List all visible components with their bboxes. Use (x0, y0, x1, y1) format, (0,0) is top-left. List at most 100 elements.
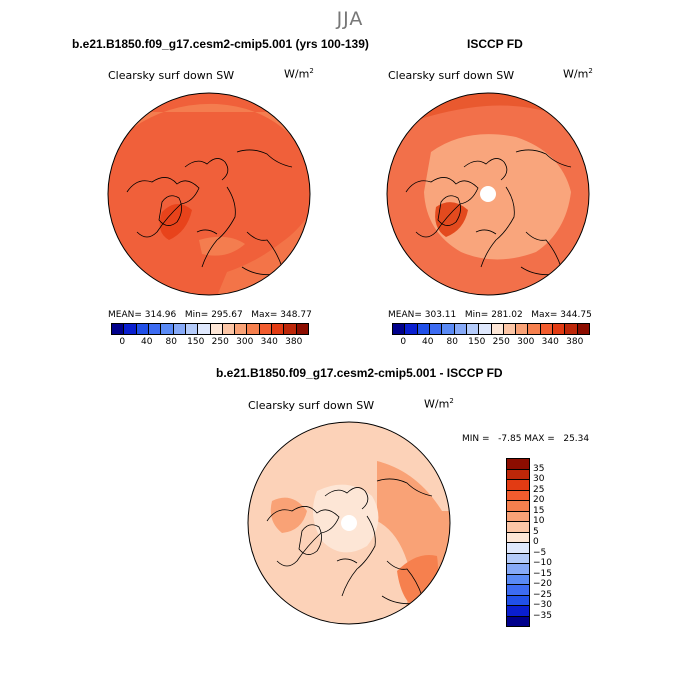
colorbar-tick-label: 5 (533, 526, 539, 537)
obs-field-dark (435, 202, 468, 237)
colorbar-tick-label: 380 (285, 337, 303, 347)
model-variable-label: Clearsky surf down SW (108, 69, 235, 82)
colorbar-swatch (210, 324, 223, 334)
colorbar-tick-label: −20 (533, 579, 552, 589)
colorbar-swatch (259, 324, 273, 334)
colorbar-swatch (466, 324, 480, 334)
colorbar-tick-label: 340 (260, 337, 278, 347)
colorbar-tick-label: 150 (468, 337, 486, 347)
diff-field-mid-west (270, 497, 307, 533)
model-case-title: b.e21.B1850.f09_g17.cesm2-cmip5.001 (yrs… (72, 37, 369, 51)
colorbar-tick-label: 250 (211, 337, 229, 347)
colorbar-tick-label: 250 (492, 337, 510, 347)
colorbar-swatch (528, 324, 541, 334)
diff-variable-label: Clearsky surf down SW (248, 399, 375, 412)
colorbar-swatch (491, 324, 504, 334)
obs-colorbar (392, 323, 590, 335)
colorbar-tick-label: 80 (446, 337, 458, 347)
obs-stats: MEAN= 303.11 Min= 281.02 Max= 344.75 (388, 310, 592, 320)
model-field-high-mid (199, 236, 245, 256)
colorbar-tick-label: −15 (533, 568, 552, 579)
colorbar-tick-label: 0 (533, 537, 539, 547)
colorbar-swatch (507, 522, 529, 533)
colorbar-swatch (173, 324, 186, 334)
model-min: Min= 295.67 (184, 310, 243, 320)
model-units-label: W/m2 (284, 67, 314, 81)
colorbar-tick-label: 40 (141, 337, 153, 347)
colorbar-tick-label: −30 (533, 600, 552, 610)
colorbar-swatch (454, 324, 467, 334)
colorbar-tick-label: 20 (533, 495, 545, 505)
colorbar-swatch (112, 324, 125, 334)
colorbar-swatch (185, 324, 199, 334)
colorbar-swatch (393, 324, 406, 334)
model-polar-map (107, 92, 311, 296)
colorbar-swatch (503, 324, 517, 334)
colorbar-swatch (222, 324, 236, 334)
colorbar-tick-label: 380 (566, 337, 584, 347)
colorbar-tick-label: 0 (400, 337, 407, 347)
model-stats: MEAN= 314.96 Min= 295.67 Max= 348.77 (108, 310, 312, 320)
colorbar-swatch (272, 324, 285, 334)
colorbar-tick-label: 30 (533, 474, 545, 484)
colorbar-swatch (247, 324, 260, 334)
colorbar-tick-label: 35 (533, 463, 545, 474)
colorbar-tick-label: 40 (422, 337, 434, 347)
colorbar-swatch (296, 324, 308, 334)
colorbar-swatch (507, 606, 529, 617)
obs-max: Max= 344.75 (531, 310, 592, 320)
diff-minmax: MIN = -7.85 MAX = 25.34 (462, 434, 590, 444)
model-mean: MEAN= 314.96 (108, 310, 177, 320)
colorbar-swatch (198, 324, 211, 334)
obs-coastlines (405, 149, 572, 276)
colorbar-swatch (507, 616, 529, 626)
colorbar-swatch (284, 324, 297, 334)
colorbar-swatch (507, 532, 529, 543)
diff-coastlines (266, 478, 433, 605)
colorbar-swatch (442, 324, 455, 334)
colorbar-tick-label: −5 (533, 547, 547, 558)
colorbar-swatch (507, 459, 529, 470)
season-title: JJA (336, 8, 364, 30)
colorbar-swatch (405, 324, 418, 334)
colorbar-tick-label: 80 (165, 337, 177, 347)
colorbar-swatch (429, 324, 443, 334)
colorbar-swatch (417, 324, 430, 334)
colorbar-swatch (161, 324, 174, 334)
diff-colorbar (506, 458, 530, 627)
colorbar-swatch (507, 469, 529, 480)
colorbar-tick-label: 10 (533, 516, 545, 526)
colorbar-tick-label: 300 (517, 337, 535, 347)
model-colorbar (111, 323, 309, 335)
obs-missing-pole (480, 186, 496, 202)
diff-polar-map (247, 421, 451, 625)
colorbar-swatch (565, 324, 578, 334)
colorbar-swatch (507, 480, 529, 491)
obs-variable-label: Clearsky surf down SW (388, 69, 515, 82)
colorbar-tick-label: 150 (187, 337, 205, 347)
colorbar-tick-label: 340 (541, 337, 559, 347)
colorbar-swatch (507, 574, 529, 585)
diff-units-label: W/m2 (424, 397, 454, 411)
obs-units-label: W/m2 (563, 67, 593, 81)
colorbar-swatch (516, 324, 529, 334)
obs-min: Min= 281.02 (464, 310, 523, 320)
model-field-low (159, 203, 192, 240)
colorbar-swatch (540, 324, 554, 334)
diff-case-title: b.e21.B1850.f09_g17.cesm2-cmip5.001 - IS… (216, 366, 503, 380)
colorbar-tick-label: 15 (533, 505, 545, 516)
obs-field-light (424, 134, 571, 260)
colorbar-tick-label: 0 (119, 337, 126, 347)
obs-colorbar-ticks: 0 40 80 150 250 300 340 380 (392, 337, 588, 349)
obs-polar-map (386, 92, 590, 296)
obs-case-title: ISCCP FD (467, 37, 523, 51)
colorbar-swatch (507, 501, 529, 512)
colorbar-swatch (507, 511, 529, 522)
diff-missing-pole (341, 515, 357, 531)
colorbar-tick-label: −35 (533, 610, 552, 621)
colorbar-swatch (577, 324, 589, 334)
colorbar-tick-label: −10 (533, 558, 552, 568)
colorbar-swatch (124, 324, 137, 334)
colorbar-swatch (507, 595, 529, 606)
colorbar-swatch (507, 490, 529, 501)
